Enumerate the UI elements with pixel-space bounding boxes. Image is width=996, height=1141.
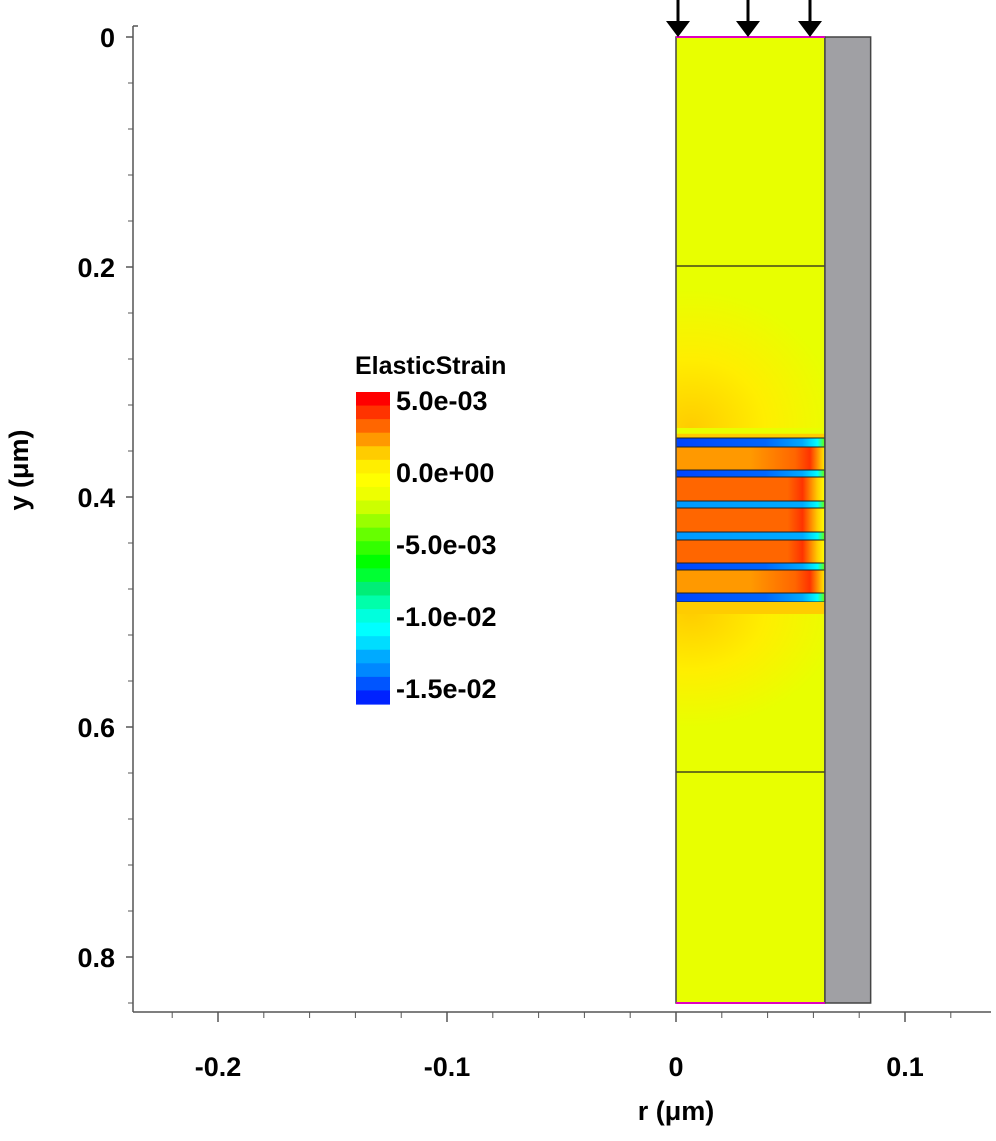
tensile-layer [675, 592, 826, 603]
colorbar-swatch [356, 486, 390, 502]
colorbar-swatch [356, 663, 390, 678]
load-arrow-head-icon [736, 21, 760, 37]
colorbar-swatch [356, 405, 390, 420]
tensile-layer [675, 562, 826, 571]
strain-field [666, 0, 872, 1004]
x-axis-label: r (μm) [638, 1096, 715, 1126]
x-tick-label: 0 [668, 1052, 683, 1082]
y-tick-label: 0.8 [77, 943, 115, 973]
y-tick-label: 0 [100, 23, 115, 53]
contour-upper [676, 290, 825, 428]
compressed-layer [676, 540, 825, 563]
colorbar-swatch [356, 514, 390, 529]
colorbar-tick-label: 5.0e-03 [396, 386, 488, 416]
colorbar-swatch [356, 690, 390, 705]
x-tick-label: -0.1 [424, 1052, 471, 1082]
colorbar-swatch [356, 473, 390, 488]
colorbar-swatch [356, 649, 390, 664]
colorbar-swatch [356, 581, 390, 597]
colorbar-tick-label: -1.5e-02 [396, 674, 497, 704]
colorbar-swatch [356, 432, 390, 447]
compressed-layer [676, 508, 825, 532]
contour-band [676, 602, 825, 614]
axes: -0.2 -0.1 0 0.1 0 0.2 0.4 0.6 0.8 [77, 23, 991, 1082]
contour-lower [676, 612, 825, 727]
load-arrow-head-icon [666, 21, 690, 37]
y-tick-label: 0.4 [77, 483, 115, 513]
colorbar-swatch [356, 541, 390, 556]
tensile-layer [675, 531, 826, 541]
colorbar-swatch [356, 392, 390, 407]
colorbar-tick-label: 0.0e+00 [396, 458, 494, 488]
colorbar-swatch [356, 527, 390, 542]
colorbar-swatch [356, 459, 390, 474]
colorbar-swatch [356, 500, 390, 515]
colorbar: ElasticStrain 5.0e-03 0.0e+00 -5.0e-03 -1.0… [355, 352, 506, 705]
compressed-layer [676, 447, 825, 470]
tensile-layer [675, 500, 826, 509]
colorbar-swatch [356, 419, 390, 434]
colorbar-swatch [356, 446, 390, 461]
compressed-layer [676, 570, 825, 593]
colorbar-swatch [356, 568, 390, 583]
x-tick-label: -0.2 [195, 1052, 242, 1082]
tensile-layer [675, 437, 826, 448]
colorbar-swatch [356, 554, 390, 569]
y-tick-label: 0.2 [77, 253, 115, 283]
y-axis-label: y (μm) [4, 429, 34, 510]
compressed-layer [676, 477, 825, 501]
colorbar-title: ElasticStrain [355, 352, 506, 380]
colorbar-swatch [356, 636, 390, 651]
y-tick-label: 0.6 [77, 713, 115, 743]
colorbar-tick-label: -5.0e-03 [396, 530, 497, 560]
colorbar-swatch [356, 609, 390, 624]
colorbar-swatch [356, 595, 390, 610]
substrate [824, 36, 872, 1004]
tensile-layer [675, 469, 826, 478]
load-arrow-head-icon [798, 21, 822, 37]
colorbar-swatch [356, 676, 390, 692]
colorbar-swatch [356, 622, 390, 637]
x-tick-label: 0.1 [886, 1052, 924, 1082]
colorbar-tick-label: -1.0e-02 [396, 602, 497, 632]
